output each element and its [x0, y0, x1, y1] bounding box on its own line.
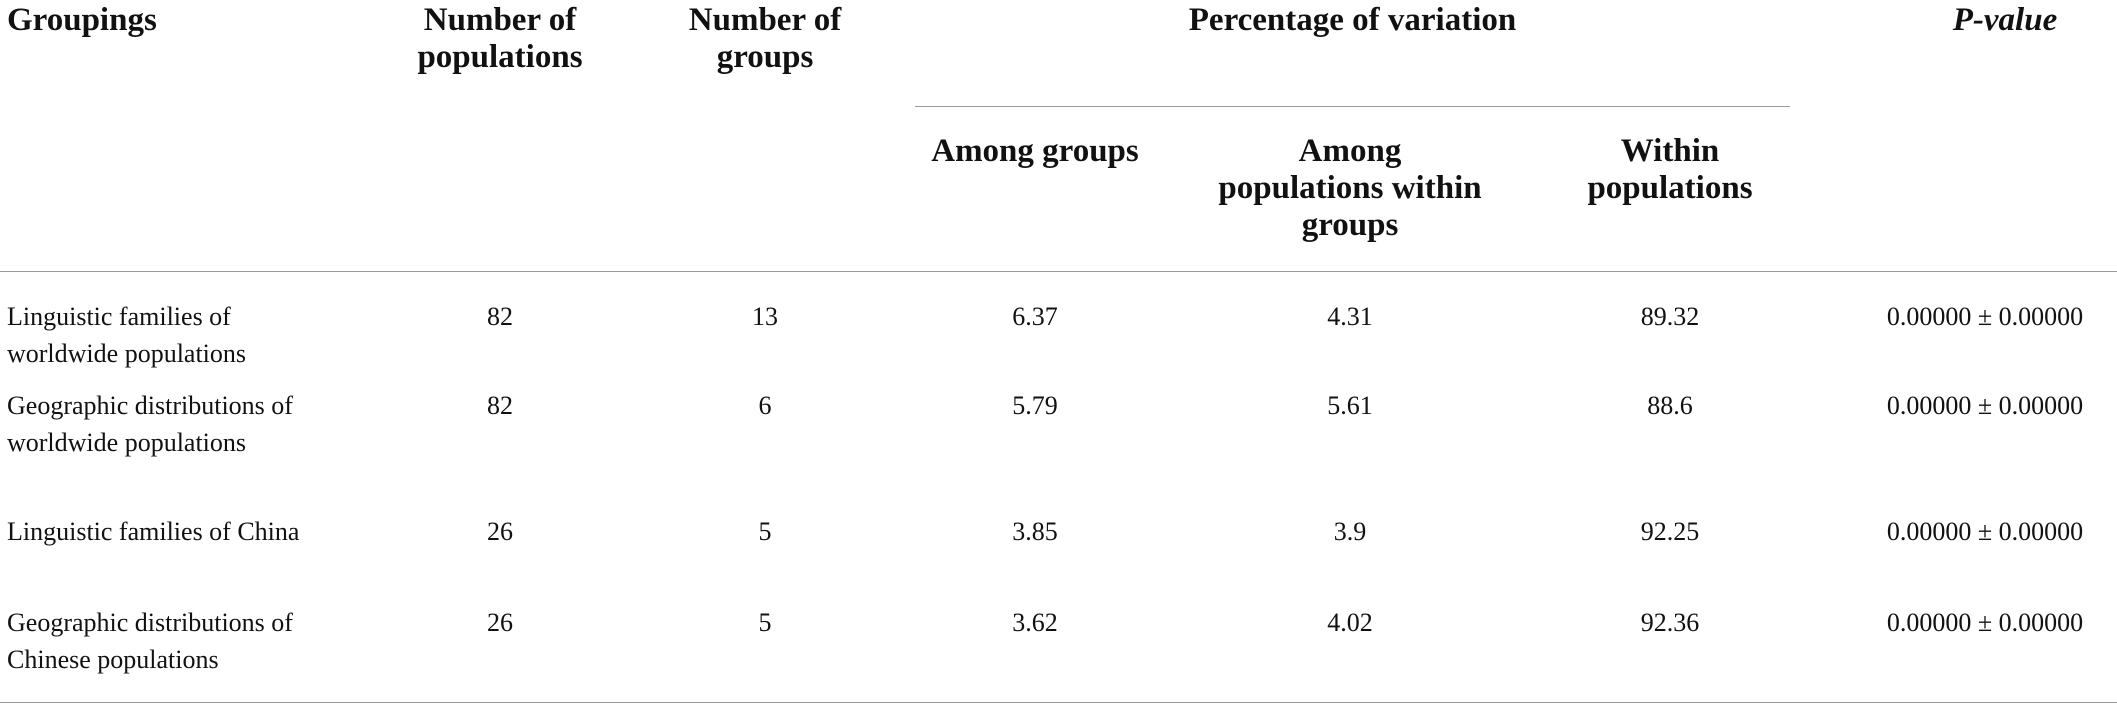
cell-among-groups: 3.85: [1012, 517, 1058, 546]
cell-within-populations: 89.32: [1640, 302, 1700, 331]
cell-grouping: Linguistic families of worldwide populat…: [7, 302, 247, 368]
cell-populations: 82: [487, 302, 513, 331]
cell-p-value: 0.00000 ± 0.00000: [1886, 608, 2084, 637]
cell-among-populations: 4.31: [1327, 302, 1373, 331]
cell-among-groups: 5.79: [1012, 391, 1058, 420]
cell-groups: 6: [758, 391, 772, 420]
header-percentage-of-variation: Percentage of variation: [1188, 2, 1517, 38]
cell-among-populations: 4.02: [1327, 608, 1373, 637]
header-groupings: Groupings: [7, 2, 157, 38]
cell-grouping: Geographic distributions of worldwide po…: [7, 391, 293, 457]
cell-groups: 5: [758, 608, 772, 637]
cell-p-value: 0.00000 ± 0.00000: [1886, 391, 2084, 420]
cell-p-value: 0.00000 ± 0.00000: [1886, 302, 2084, 331]
header-within-populations: Within populations: [1587, 133, 1753, 206]
cell-grouping: Geographic distributions of Chinese popu…: [7, 608, 293, 674]
cell-populations: 82: [487, 391, 513, 420]
header-among-populations-within-groups: Among populations within groups: [1218, 133, 1482, 243]
cell-within-populations: 88.6: [1647, 391, 1693, 420]
cell-within-populations: 92.36: [1640, 608, 1700, 637]
cell-grouping: Linguistic families of China: [7, 517, 300, 546]
header-number-of-groups: Number of groups: [688, 2, 842, 75]
header-bottom-rule: [0, 271, 2117, 272]
cell-populations: 26: [487, 517, 513, 546]
cell-populations: 26: [487, 608, 513, 637]
cell-among-populations: 5.61: [1327, 391, 1373, 420]
cell-among-groups: 6.37: [1012, 302, 1058, 331]
header-among-groups: Among groups: [931, 133, 1139, 169]
cell-p-value: 0.00000 ± 0.00000: [1886, 517, 2084, 546]
header-p-value: P-value: [1952, 2, 2058, 38]
cell-among-groups: 3.62: [1012, 608, 1058, 637]
cell-groups: 13: [752, 302, 778, 331]
cell-within-populations: 92.25: [1640, 517, 1700, 546]
cell-among-populations: 3.9: [1333, 517, 1367, 546]
table-bottom-rule: [0, 702, 2117, 703]
header-number-of-populations: Number of populations: [417, 2, 583, 75]
cell-groups: 5: [758, 517, 772, 546]
spanner-rule: [915, 106, 1790, 107]
